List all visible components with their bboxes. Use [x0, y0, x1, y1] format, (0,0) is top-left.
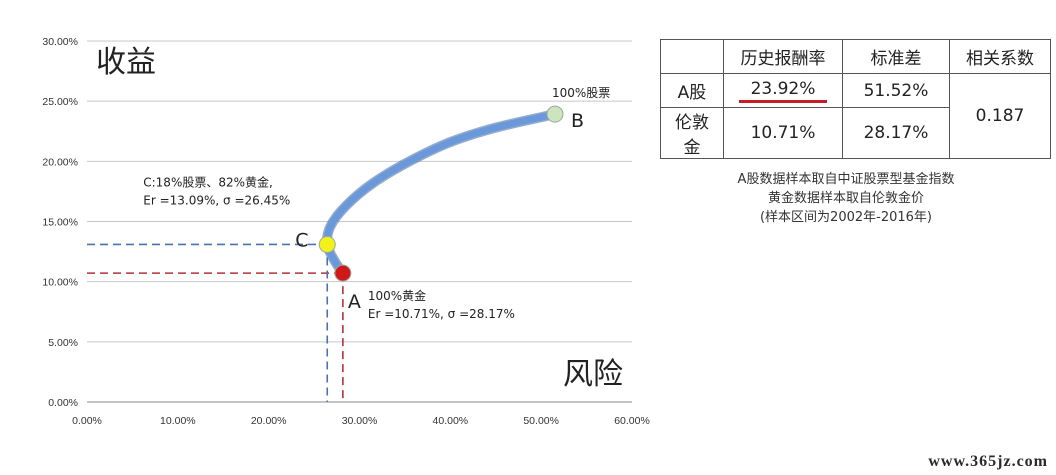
point-marker-b: [546, 105, 564, 123]
points-group: A B C: [295, 105, 584, 313]
chart-grid: [87, 40, 632, 403]
note-line: (样本区间为2002年-2016年): [759, 210, 932, 225]
y-tick-label: 30.00%: [42, 36, 78, 48]
x-tick-label: 10.00%: [160, 415, 196, 427]
axis-tick-labels: 0.00% 5.00% 10.00% 15.00% 20.00% 25.00% 30.00%…: [42, 36, 649, 427]
table-cell: 28.17%: [842, 107, 950, 159]
table-header-cell: 历史报酬率: [723, 39, 843, 74]
x-tick-label: 40.00%: [433, 415, 469, 427]
point-marker-c: [318, 235, 336, 253]
row-label: 伦敦金: [660, 107, 724, 159]
y-tick-label: 5.00%: [48, 337, 78, 349]
point-annotation: 100%黄金: [368, 288, 426, 303]
table-row: A股 23.92% 51.52% 0.187: [660, 73, 1051, 159]
row-label: A股: [660, 73, 724, 108]
table-header-cell: 相关系数: [949, 39, 1051, 74]
table-header-cell: [660, 39, 724, 74]
x-axis-title: 风险: [563, 357, 623, 392]
correlation-cell: 0.187: [949, 73, 1051, 159]
point-label-b: B: [571, 110, 584, 132]
y-tick-label: 0.00%: [48, 397, 78, 409]
note-line: A股数据样本取自中证股票型基金指数: [737, 172, 955, 187]
highlighted-return: 23.92%: [738, 79, 828, 103]
y-axis-title: 收益: [96, 45, 156, 80]
x-tick-label: 60.00%: [614, 415, 650, 427]
annotations: 100%黄金 Er =10.71%, σ =28.17% 100%股票 C:18%股票…: [143, 86, 610, 321]
data-source-note: A股数据样本取自中证股票型基金指数 黄金数据样本取自伦敦金价 (样本区间为200…: [663, 170, 1029, 227]
point-annotation: Er =10.71%, σ =28.17%: [368, 307, 515, 321]
risk-return-chart: 0.00% 5.00% 10.00% 15.00% 20.00% 25.00% 30.00%…: [42, 36, 649, 427]
y-tick-label: 10.00%: [42, 277, 78, 289]
x-tick-label: 30.00%: [342, 415, 378, 427]
point-annotation: 100%股票: [552, 86, 610, 100]
table-header-row: 历史报酬率 标准差 相关系数: [660, 39, 1051, 74]
y-tick-label: 15.00%: [42, 217, 78, 229]
frontier-curve: [323, 110, 559, 277]
table-header-cell: 标准差: [842, 39, 950, 74]
x-tick-label: 50.00%: [523, 415, 559, 427]
guide-lines: [87, 243, 344, 402]
point-marker-a: [334, 264, 352, 282]
table-cell: 10.71%: [723, 107, 843, 159]
x-tick-label: 0.00%: [72, 415, 102, 427]
series-group: [322, 109, 560, 279]
y-tick-label: 20.00%: [42, 156, 78, 168]
table-cell: 51.52%: [842, 73, 950, 108]
table-cell: 23.92%: [723, 73, 843, 108]
point-annotation: Er =13.09%, σ =26.45%: [143, 193, 290, 207]
table-row: 伦敦金 10.71% 28.17%: [660, 107, 1051, 159]
statistics-table: 历史报酬率 标准差 相关系数 A股 23.92% 51.52% 0.187 伦敦…: [660, 39, 1051, 159]
point-label-a: A: [348, 291, 361, 313]
y-tick-label: 25.00%: [42, 96, 78, 108]
note-line: 黄金数据样本取自伦敦金价: [767, 191, 924, 206]
x-tick-label: 20.00%: [251, 415, 287, 427]
watermark: www.365jz.com: [928, 453, 1048, 470]
point-annotation: C:18%股票、82%黄金,: [143, 174, 273, 189]
point-label-c: C: [295, 229, 308, 251]
